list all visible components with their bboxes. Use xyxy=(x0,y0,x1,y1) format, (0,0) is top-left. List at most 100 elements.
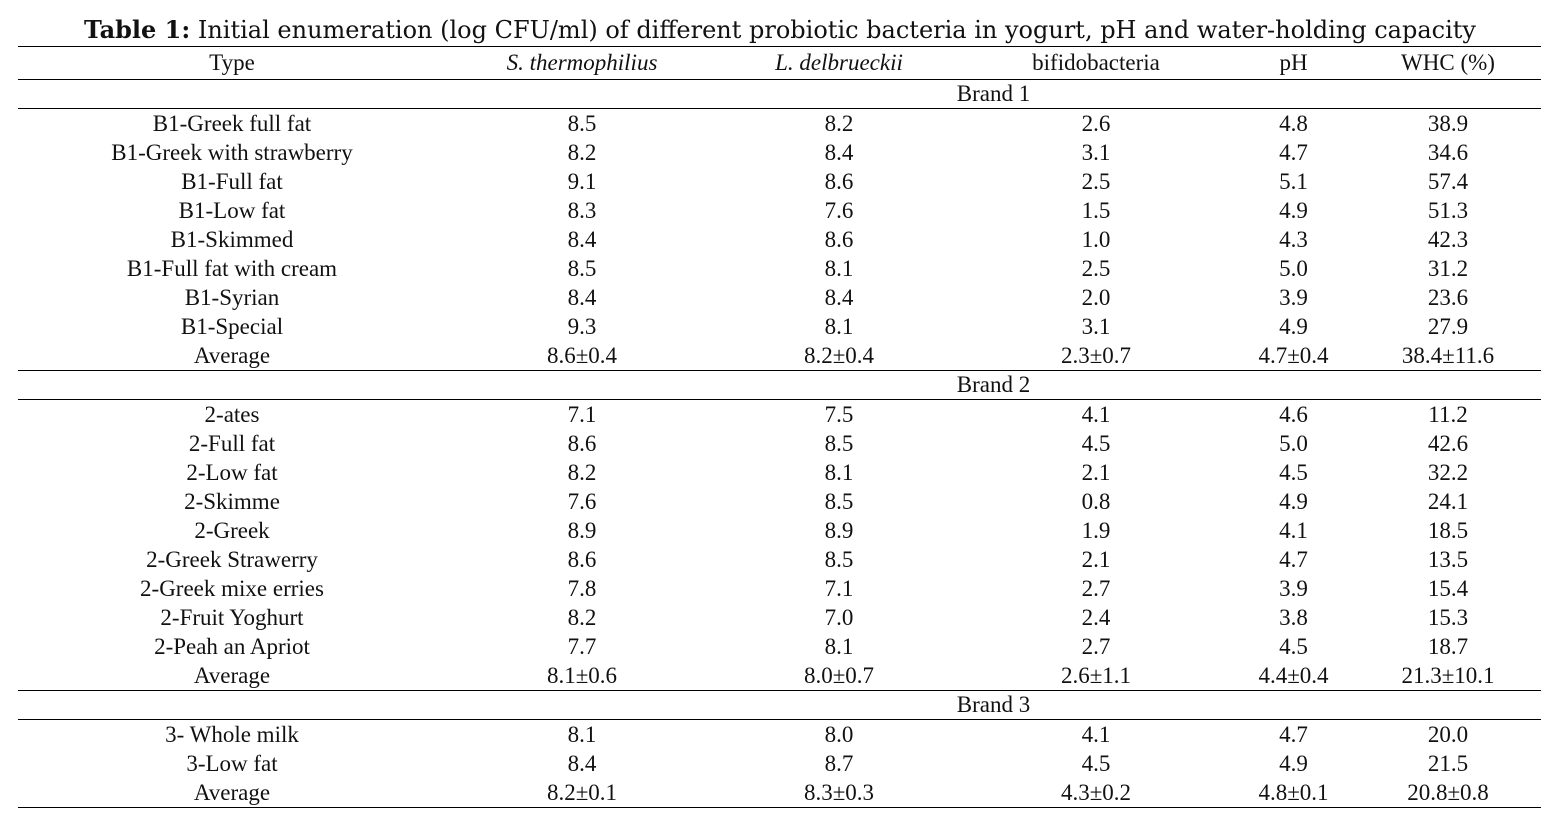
cell-s-thermophilus: 9.1 xyxy=(567,169,597,194)
cell-s-thermophilus: 8.4 xyxy=(567,285,597,310)
cell-s-thermophilus: 8.6±0.4 xyxy=(446,341,718,371)
cell-ph: 3.8 xyxy=(1279,605,1308,630)
table-caption: Table 1: Initial enumeration (log CFU/ml… xyxy=(0,14,1560,46)
caption-text: Initial enumeration (log CFU/ml) of diff… xyxy=(190,16,1476,44)
cell-type: Average xyxy=(18,778,446,808)
table-row: 3-Low fat 8.4 8.7 4.5 4.9 21.5 xyxy=(18,749,1541,778)
cell-bifidobacteria: 4.1 xyxy=(1081,402,1111,427)
cell-s-thermophilus: 8.2 xyxy=(567,605,597,630)
cell-bifidobacteria: 2.5 xyxy=(1081,256,1111,281)
cell-ph: 4.4±0.4 xyxy=(1232,661,1355,691)
brand-header-row: Brand 1 xyxy=(18,79,1541,109)
table-row: 2-Low fat 8.2 8.1 2.1 4.5 32.2 xyxy=(18,458,1541,487)
cell-bifidobacteria: 0.8 xyxy=(1081,489,1111,514)
cell-type: B1-Greek with strawberry xyxy=(111,140,353,165)
table-row: 2-Full fat 8.6 8.5 4.5 5.0 42.6 xyxy=(18,429,1541,458)
cell-bifidobacteria: 2.6±1.1 xyxy=(960,661,1232,691)
caption-label: Table 1: xyxy=(84,15,191,44)
cell-l-delbrueckii: 8.4 xyxy=(824,285,854,310)
cell-type: 2-Low fat xyxy=(186,460,278,485)
cell-s-thermophilus: 8.5 xyxy=(567,111,597,136)
cell-ph: 4.1 xyxy=(1279,518,1308,543)
cell-bifidobacteria: 1.9 xyxy=(1081,518,1111,543)
cell-bifidobacteria: 2.1 xyxy=(1081,460,1111,485)
cell-type: B1-Syrian xyxy=(184,285,280,310)
cell-whc: 27.9 xyxy=(1427,314,1469,339)
cell-type: B1-Greek full fat xyxy=(152,111,312,136)
cell-s-thermophilus: 8.2±0.1 xyxy=(446,778,718,808)
data-table: Type S. thermophilius L. delbrueckii bif… xyxy=(18,46,1541,808)
cell-bifidobacteria: 2.6 xyxy=(1081,111,1111,136)
cell-ph: 4.7±0.4 xyxy=(1232,341,1355,371)
table-body: Brand 1 B1-Greek full fat 8.5 8.2 2.6 4.8 38.9… xyxy=(18,79,1541,808)
brand-header-row: Brand 2 xyxy=(18,370,1541,400)
header-ph: pH xyxy=(1232,46,1355,80)
cell-bifidobacteria: 1.5 xyxy=(1081,198,1111,223)
cell-whc: 34.6 xyxy=(1427,140,1469,165)
cell-whc: 57.4 xyxy=(1427,169,1469,194)
cell-bifidobacteria: 2.3±0.7 xyxy=(960,341,1232,371)
cell-type: 2-Greek Strawerry xyxy=(146,547,318,572)
cell-l-delbrueckii: 8.6 xyxy=(824,227,854,252)
cell-s-thermophilus: 8.1 xyxy=(567,722,597,747)
table-row: 3- Whole milk 8.1 8.0 4.1 4.7 20.0 xyxy=(18,720,1541,750)
cell-type: 2-ates xyxy=(204,402,260,427)
brand-spacer xyxy=(18,690,446,720)
cell-type: Average xyxy=(18,661,446,691)
cell-whc: 42.6 xyxy=(1427,431,1469,456)
cell-ph: 4.7 xyxy=(1279,722,1308,747)
header-bifidobacteria: bifidobacteria xyxy=(960,46,1232,80)
cell-l-delbrueckii: 7.0 xyxy=(824,605,854,630)
table-row: 2-Skimme 7.6 8.5 0.8 4.9 24.1 xyxy=(18,487,1541,516)
cell-whc: 31.2 xyxy=(1427,256,1469,281)
cell-ph: 4.7 xyxy=(1279,140,1308,165)
cell-whc: 15.4 xyxy=(1427,576,1469,601)
cell-whc: 42.3 xyxy=(1427,227,1469,252)
cell-whc: 21.3±10.1 xyxy=(1355,661,1541,691)
cell-l-delbrueckii: 8.2 xyxy=(824,111,854,136)
brand-label: Brand 2 xyxy=(446,370,1541,400)
cell-type: B1-Full fat xyxy=(181,169,283,194)
cell-type: B1-Full fat with cream xyxy=(126,256,338,281)
cell-s-thermophilus: 9.3 xyxy=(567,314,597,339)
cell-l-delbrueckii: 8.3±0.3 xyxy=(718,778,960,808)
cell-s-thermophilus: 7.1 xyxy=(567,402,597,427)
cell-whc: 20.0 xyxy=(1427,722,1469,747)
cell-bifidobacteria: 3.1 xyxy=(1081,314,1111,339)
table-row: B1-Full fat with cream 8.5 8.1 2.5 5.0 31.2 xyxy=(18,254,1541,283)
cell-whc: 11.2 xyxy=(1428,402,1468,427)
cell-s-thermophilus: 7.8 xyxy=(567,576,597,601)
header-row: Type S. thermophilius L. delbrueckii bif… xyxy=(18,46,1541,80)
table-row: B1-Special 9.3 8.1 3.1 4.9 27.9 xyxy=(18,312,1541,341)
cell-type: 2-Fruit Yoghurt xyxy=(160,605,304,630)
table-row: 2-Greek Strawerry 8.6 8.5 2.1 4.7 13.5 xyxy=(18,545,1541,574)
cell-l-delbrueckii: 8.5 xyxy=(824,489,854,514)
cell-l-delbrueckii: 8.1 xyxy=(824,634,854,659)
cell-s-thermophilus: 8.1±0.6 xyxy=(446,661,718,691)
cell-whc: 20.8±0.8 xyxy=(1355,778,1541,808)
cell-ph: 4.9 xyxy=(1279,489,1308,514)
brand-label: Brand 3 xyxy=(446,690,1541,720)
table-row: 2-Greek 8.9 8.9 1.9 4.1 18.5 xyxy=(18,516,1541,545)
cell-l-delbrueckii: 8.0±0.7 xyxy=(718,661,960,691)
cell-s-thermophilus: 8.9 xyxy=(567,518,597,543)
cell-l-delbrueckii: 8.0 xyxy=(824,722,854,747)
cell-l-delbrueckii: 7.6 xyxy=(824,198,854,223)
cell-l-delbrueckii: 8.6 xyxy=(824,169,854,194)
cell-whc: 38.4±11.6 xyxy=(1355,341,1541,371)
cell-l-delbrueckii: 8.5 xyxy=(824,431,854,456)
cell-s-thermophilus: 7.6 xyxy=(567,489,597,514)
cell-type: 2-Skimme xyxy=(184,489,280,514)
cell-whc: 18.7 xyxy=(1427,634,1469,659)
cell-l-delbrueckii: 8.9 xyxy=(824,518,854,543)
header-whc: WHC (%) xyxy=(1355,46,1541,80)
cell-ph: 4.8±0.1 xyxy=(1232,778,1355,808)
header-l-delbrueckii: L. delbrueckii xyxy=(718,46,960,80)
brand-header-row: Brand 3 xyxy=(18,690,1541,720)
table-row: B1-Low fat 8.3 7.6 1.5 4.9 51.3 xyxy=(18,196,1541,225)
cell-l-delbrueckii: 8.2±0.4 xyxy=(718,341,960,371)
average-row: Average 8.1±0.6 8.0±0.7 2.6±1.1 4.4±0.4 21.3±… xyxy=(18,661,1541,691)
cell-l-delbrueckii: 8.4 xyxy=(824,140,854,165)
cell-type: B1-Skimmed xyxy=(170,227,294,252)
cell-ph: 5.1 xyxy=(1279,169,1308,194)
